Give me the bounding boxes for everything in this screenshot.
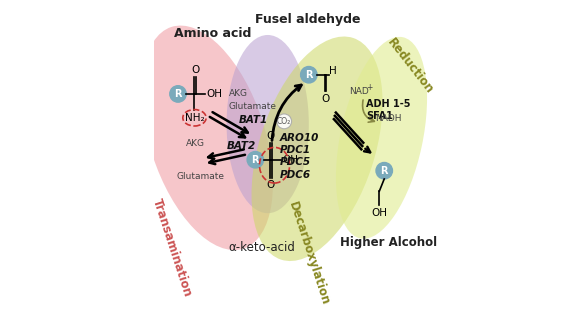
Circle shape xyxy=(300,67,317,83)
Text: H: H xyxy=(329,66,337,76)
Text: R: R xyxy=(305,70,313,80)
Ellipse shape xyxy=(336,37,427,239)
Circle shape xyxy=(247,152,264,168)
Text: AKG: AKG xyxy=(229,89,249,99)
Text: ADH 1-5: ADH 1-5 xyxy=(367,99,411,108)
Text: PDC5: PDC5 xyxy=(280,157,311,167)
Ellipse shape xyxy=(226,35,309,213)
Text: NADH: NADH xyxy=(375,114,402,123)
Text: Reduction: Reduction xyxy=(385,36,436,97)
Circle shape xyxy=(170,86,186,102)
Text: O: O xyxy=(191,65,199,75)
Text: O: O xyxy=(267,180,275,190)
Text: Transamination: Transamination xyxy=(150,197,194,298)
Text: OH: OH xyxy=(206,89,222,99)
Text: O: O xyxy=(322,94,330,104)
Text: NH₂: NH₂ xyxy=(184,113,204,123)
Text: AKG: AKG xyxy=(186,139,204,148)
Text: OH: OH xyxy=(371,208,387,218)
Text: Amino acid: Amino acid xyxy=(175,27,252,40)
Text: BAT1: BAT1 xyxy=(239,115,268,125)
Text: SFA1: SFA1 xyxy=(367,111,393,122)
Text: R: R xyxy=(251,155,259,165)
Text: PDC1: PDC1 xyxy=(280,145,311,155)
Text: Decarboxylation: Decarboxylation xyxy=(286,200,332,307)
Text: Fusel aldehyde: Fusel aldehyde xyxy=(255,13,360,26)
Text: BAT2: BAT2 xyxy=(226,141,256,151)
Ellipse shape xyxy=(142,25,273,250)
Text: R: R xyxy=(174,89,182,99)
Text: O: O xyxy=(267,131,275,141)
Text: OH: OH xyxy=(282,155,298,165)
Circle shape xyxy=(376,162,392,179)
Ellipse shape xyxy=(251,37,382,261)
Text: CO₂: CO₂ xyxy=(277,117,291,126)
Text: α-keto-acid: α-keto-acid xyxy=(229,241,296,254)
Text: Glutamate: Glutamate xyxy=(229,102,276,111)
Circle shape xyxy=(276,114,292,129)
Text: Higher Alcohol: Higher Alcohol xyxy=(340,236,437,249)
Text: R: R xyxy=(381,166,388,176)
Text: ARO10: ARO10 xyxy=(280,133,320,143)
Text: NAD: NAD xyxy=(349,87,369,96)
Text: +: + xyxy=(366,83,372,92)
Text: Glutamate: Glutamate xyxy=(176,172,225,181)
Text: PDC6: PDC6 xyxy=(280,170,311,180)
